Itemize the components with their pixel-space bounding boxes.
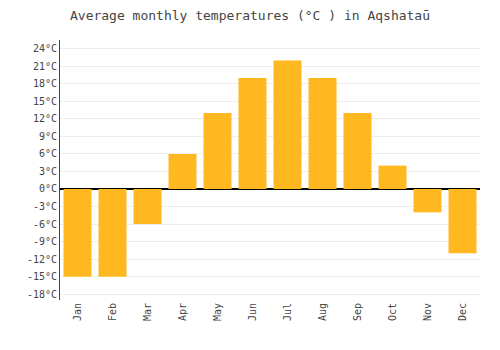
svg-text:Jan: Jan [72,303,83,321]
svg-text:6°C: 6°C [39,148,57,159]
svg-text:Dec: Dec [457,303,468,321]
svg-text:Apr: Apr [177,303,188,321]
svg-text:Nov: Nov [422,303,433,321]
svg-text:Aug: Aug [317,303,328,321]
svg-text:9°C: 9°C [39,131,57,142]
svg-text:Jun: Jun [247,303,258,321]
svg-text:-15°C: -15°C [27,271,57,282]
svg-text:Sep: Sep [352,303,363,321]
svg-text:12°C: 12°C [33,113,57,124]
svg-text:Oct: Oct [387,303,398,321]
svg-text:21°C: 21°C [33,61,57,72]
svg-text:-3°C: -3°C [33,201,57,212]
svg-text:Jul: Jul [282,303,293,321]
svg-text:-6°C: -6°C [33,219,57,230]
svg-text:-12°C: -12°C [27,254,57,265]
svg-text:Feb: Feb [107,303,118,321]
svg-text:May: May [212,303,223,321]
svg-text:24°C: 24°C [33,43,57,54]
svg-text:18°C: 18°C [33,78,57,89]
svg-text:-18°C: -18°C [27,289,57,300]
svg-text:0°C: 0°C [39,183,57,194]
svg-text:3°C: 3°C [39,166,57,177]
svg-text:Mar: Mar [142,303,153,321]
svg-text:Average monthly temperatures (: Average monthly temperatures (°C ) in Aq… [70,8,430,23]
svg-text:15°C: 15°C [33,96,57,107]
svg-text:-9°C: -9°C [33,236,57,247]
